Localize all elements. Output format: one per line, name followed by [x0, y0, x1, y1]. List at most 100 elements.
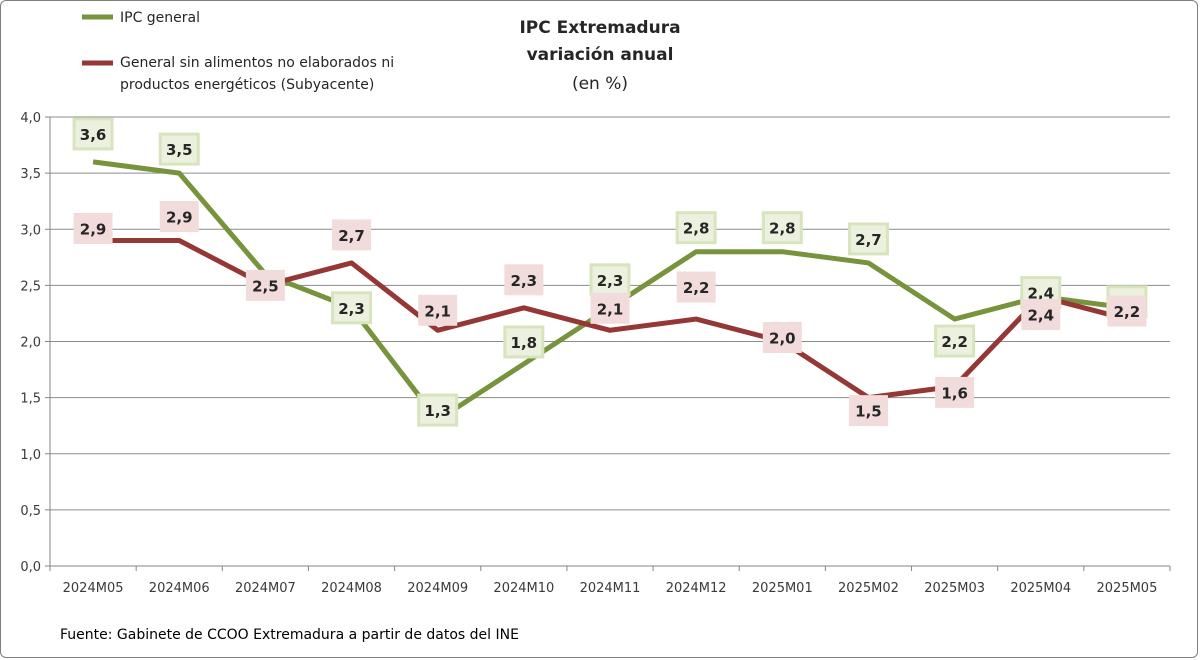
data-label-box	[417, 393, 459, 427]
data-label-text: 2,7	[855, 231, 882, 249]
data-label-box	[761, 211, 803, 245]
data-label: 2,8	[761, 211, 803, 245]
chart-title: IPC Extremadura	[519, 18, 680, 38]
y-tick-label: 3,0	[20, 223, 41, 238]
x-tick-label: 2024M10	[493, 581, 554, 596]
y-tick-label: 0,0	[20, 560, 41, 575]
data-label: 2,8	[675, 211, 717, 245]
y-tick-label: 0,5	[20, 504, 41, 519]
data-label-box	[934, 324, 976, 358]
x-tick-label: 2024M08	[321, 581, 382, 596]
data-label-text: 2,1	[597, 300, 624, 318]
data-label-text: 2,8	[683, 220, 710, 238]
x-tick-label: 2024M09	[407, 581, 468, 596]
y-tick-label: 3,5	[20, 167, 41, 182]
data-label: 2,9	[159, 200, 199, 232]
data-label-box	[418, 294, 458, 326]
legend-label-subyacente-line1: General sin alimentos no elaborados ni	[120, 55, 394, 71]
data-label: 2,1	[590, 292, 630, 324]
source-note: Fuente: Gabinete de CCOO Extremadura a p…	[60, 627, 519, 643]
data-label: 2,3	[331, 291, 373, 325]
x-tick-label: 2025M02	[838, 581, 899, 596]
data-label-text: 3,6	[80, 126, 107, 144]
data-label-text: 2,1	[424, 302, 451, 320]
data-label-box	[158, 132, 200, 166]
data-label: 2,9	[73, 212, 113, 244]
y-tick-label: 1,0	[20, 448, 41, 463]
data-label-text: 1,5	[855, 403, 882, 421]
data-label-text: 2,4	[1027, 307, 1054, 325]
data-label: 2,3	[504, 264, 544, 296]
data-label-text: 2,5	[252, 277, 279, 295]
data-label-box	[331, 291, 373, 325]
data-label-box	[159, 200, 199, 232]
x-tick-label: 2025M01	[752, 581, 813, 596]
data-label-text: 1,8	[511, 334, 538, 352]
data-label-box	[1107, 295, 1147, 327]
data-label-box	[848, 395, 888, 427]
gridlines	[45, 116, 1171, 571]
y-tick-label: 4,0	[20, 111, 41, 126]
data-label: 2,7	[332, 219, 372, 251]
data-label-text: 2,3	[511, 272, 538, 290]
legend-label-ipc-general: IPC general	[120, 10, 200, 26]
data-label-text: 2,9	[166, 208, 193, 226]
x-tick-label: 2024M05	[63, 581, 124, 596]
data-label-text: 2,2	[1114, 303, 1141, 321]
data-label-box	[935, 376, 975, 408]
legend: IPC general General sin alimentos no ela…	[82, 10, 394, 93]
chart-subtitle: (en %)	[572, 74, 628, 94]
data-label: 2,3	[589, 263, 631, 297]
y-axis-ticks: 0,0 0,5 1,0 1,5 2,0 2,5 3,0 3,5 4,0	[20, 111, 41, 575]
data-label-text: 2,3	[338, 300, 365, 318]
x-tick-label: 2025M05	[1097, 581, 1158, 596]
x-tick-label: 2024M06	[149, 581, 210, 596]
data-label-text: 2,9	[80, 220, 107, 238]
data-label: 2,5	[245, 269, 285, 301]
data-label-box	[504, 264, 544, 296]
data-label: 2,7	[847, 222, 889, 256]
data-label-text: 2,7	[338, 227, 365, 245]
data-label-text: 1,3	[424, 402, 451, 420]
data-label-box	[676, 271, 716, 303]
y-tick-label: 2,5	[20, 279, 41, 294]
data-label-text: 3,5	[166, 141, 193, 159]
data-label-box	[73, 212, 113, 244]
data-label-text: 2,2	[683, 279, 710, 297]
data-label-box	[675, 211, 717, 245]
data-label: 2,1	[418, 294, 458, 326]
data-label-box	[245, 269, 285, 301]
data-label-text: 2,3	[597, 272, 624, 290]
data-label-text: 2,0	[769, 330, 796, 348]
x-tick-label: 2024M12	[666, 581, 727, 596]
x-tick-label: 2025M04	[1010, 581, 1071, 596]
legend-label-subyacente-line2: productos energéticos (Subyacente)	[120, 77, 374, 93]
data-label-text: 1,6	[941, 384, 968, 402]
data-label: 1,5	[848, 395, 888, 427]
x-tick-label: 2024M07	[235, 581, 296, 596]
data-label-text: 2,8	[769, 220, 796, 238]
data-label-box	[332, 219, 372, 251]
data-label: 1,6	[935, 376, 975, 408]
data-labels: 3,6 3,5 2,3 1,3 1,8 2,3 2,8 2,8 2,7 2,2 2,4 2,3 2,9 2…	[72, 117, 1148, 427]
y-tick-label: 1,5	[20, 392, 41, 407]
x-tick-label: 2025M03	[924, 581, 985, 596]
data-label-box	[847, 222, 889, 256]
x-tick-label: 2024M11	[580, 581, 641, 596]
data-label-text: 2,2	[941, 333, 968, 351]
data-label: 3,5	[158, 132, 200, 166]
data-label-box	[1021, 299, 1061, 331]
data-label: 2,0	[762, 322, 802, 353]
data-label-text: 2,4	[1027, 285, 1054, 303]
data-label: 1,8	[503, 325, 545, 359]
data-label-box	[589, 263, 631, 297]
data-label: 2,2	[934, 324, 976, 358]
data-label-box	[503, 325, 545, 359]
y-tick-label: 2,0	[20, 336, 41, 351]
data-label: 2,2	[1107, 295, 1147, 327]
data-label-box	[590, 292, 630, 324]
x-axis-ticks: 2024M05 2024M06 2024M07 2024M08 2024M09 2024M…	[63, 581, 1158, 596]
data-label: 3,6	[72, 117, 114, 151]
data-label-box	[72, 117, 114, 151]
